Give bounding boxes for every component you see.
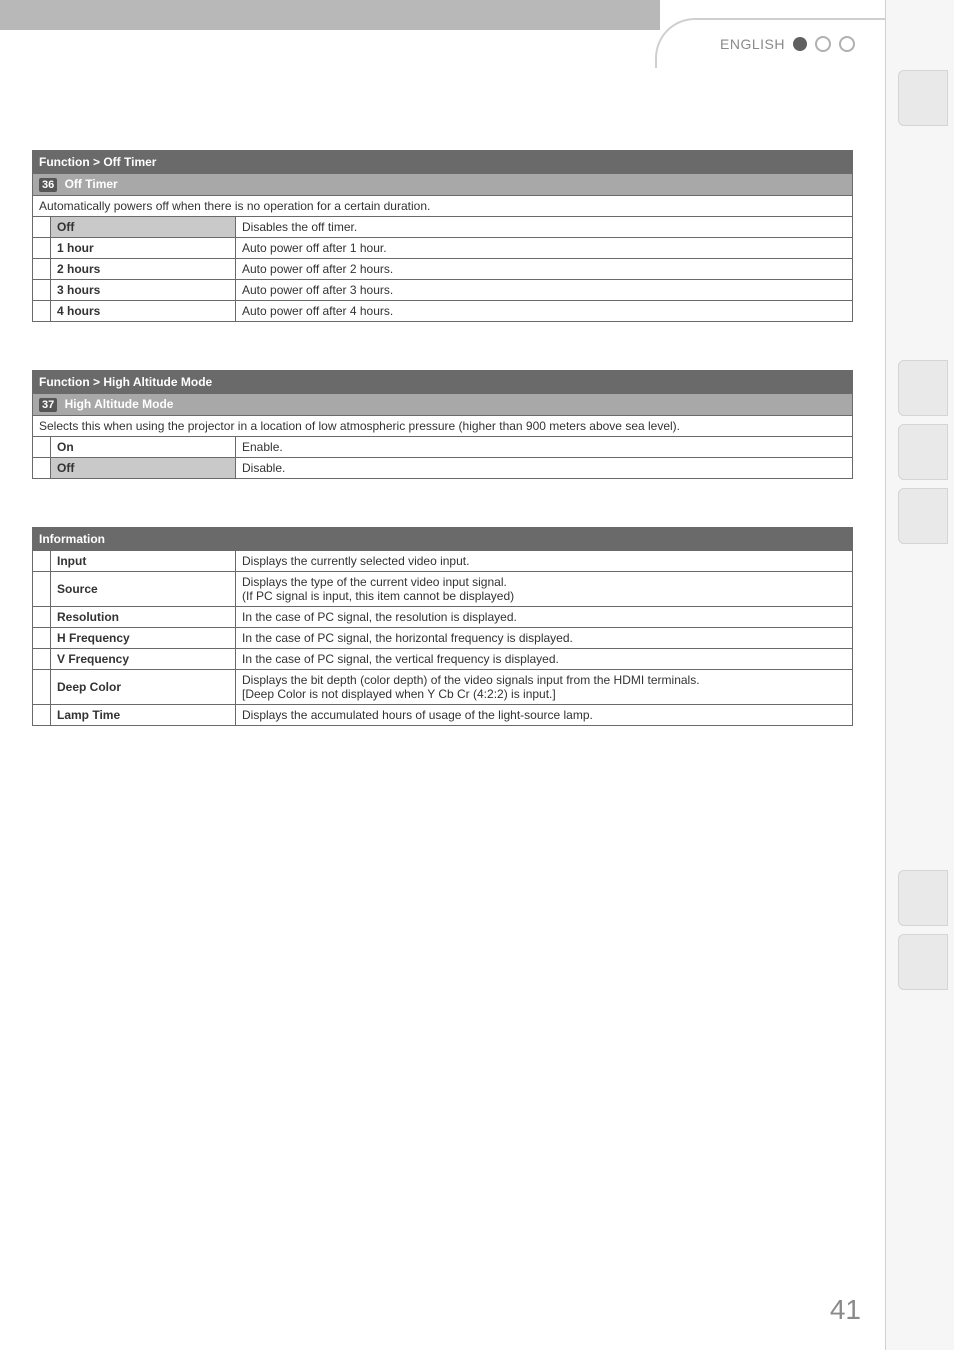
option-value: Displays the bit depth (color depth) of … — [236, 670, 853, 705]
page: ENGLISH Function > Off Timer 36 Off Time… — [0, 0, 885, 1350]
option-value: In the case of PC signal, the vertical f… — [236, 649, 853, 670]
table-row: Lamp TimeDisplays the accumulated hours … — [33, 705, 853, 726]
option-label: Lamp Time — [51, 705, 236, 726]
breadcrumb: Information — [33, 528, 853, 551]
table-row: Deep ColorDisplays the bit depth (color … — [33, 670, 853, 705]
indent-cell — [33, 301, 51, 322]
page-number: 41 — [830, 1294, 861, 1326]
item-title: Off Timer — [65, 177, 118, 191]
table-row: SourceDisplays the type of the current v… — [33, 572, 853, 607]
indent-cell — [33, 572, 51, 607]
dot-icon-empty-2 — [839, 36, 855, 52]
option-label: V Frequency — [51, 649, 236, 670]
table-row: 1 hourAuto power off after 1 hour. — [33, 238, 853, 259]
option-label: Source — [51, 572, 236, 607]
item-title: High Altitude Mode — [65, 397, 174, 411]
option-value: Disable. — [236, 458, 853, 479]
table-row: 2 hoursAuto power off after 2 hours. — [33, 259, 853, 280]
indent-cell — [33, 628, 51, 649]
option-label: Off — [51, 217, 236, 238]
option-value: Auto power off after 2 hours. — [236, 259, 853, 280]
option-label: Resolution — [51, 607, 236, 628]
indent-cell — [33, 437, 51, 458]
item-number: 37 — [39, 398, 57, 412]
indent-cell — [33, 259, 51, 280]
table-row: H FrequencyIn the case of PC signal, the… — [33, 628, 853, 649]
dot-icon-empty-1 — [815, 36, 831, 52]
option-value: Auto power off after 4 hours. — [236, 301, 853, 322]
breadcrumb: Function > Off Timer — [33, 151, 853, 174]
option-label: On — [51, 437, 236, 458]
sub-header: 37 High Altitude Mode — [33, 394, 853, 416]
option-value: In the case of PC signal, the resolution… — [236, 607, 853, 628]
indent-cell — [33, 705, 51, 726]
option-value: Displays the type of the current video i… — [236, 572, 853, 607]
top-bar — [0, 0, 660, 30]
item-description: Selects this when using the projector in… — [33, 416, 853, 437]
table-high-altitude: Function > High Altitude Mode 37 High Al… — [32, 370, 853, 479]
indent-cell — [33, 649, 51, 670]
option-value: Displays the accumulated hours of usage … — [236, 705, 853, 726]
table-row: OffDisables the off timer. — [33, 217, 853, 238]
side-tab[interactable] — [898, 360, 948, 416]
option-label: 2 hours — [51, 259, 236, 280]
table-row: OffDisable. — [33, 458, 853, 479]
table-information: Information InputDisplays the currently … — [32, 527, 853, 726]
item-description: Automatically powers off when there is n… — [33, 196, 853, 217]
option-label: Input — [51, 551, 236, 572]
option-label: Deep Color — [51, 670, 236, 705]
side-tab[interactable] — [898, 424, 948, 480]
indent-cell — [33, 280, 51, 301]
option-label: H Frequency — [51, 628, 236, 649]
table-row: InputDisplays the currently selected vid… — [33, 551, 853, 572]
indent-cell — [33, 607, 51, 628]
sub-header: 36 Off Timer — [33, 174, 853, 196]
item-number: 36 — [39, 178, 57, 192]
indent-cell — [33, 670, 51, 705]
table-row: ResolutionIn the case of PC signal, the … — [33, 607, 853, 628]
table-off-timer: Function > Off Timer 36 Off Timer Automa… — [32, 150, 853, 322]
content: Function > Off Timer 36 Off Timer Automa… — [0, 30, 885, 726]
side-tab[interactable] — [898, 488, 948, 544]
table-row: OnEnable. — [33, 437, 853, 458]
option-value: In the case of PC signal, the horizontal… — [236, 628, 853, 649]
option-value: Enable. — [236, 437, 853, 458]
side-tab[interactable] — [898, 70, 948, 126]
option-value: Displays the currently selected video in… — [236, 551, 853, 572]
indent-cell — [33, 217, 51, 238]
side-tab[interactable] — [898, 934, 948, 990]
option-value: Auto power off after 3 hours. — [236, 280, 853, 301]
breadcrumb: Function > High Altitude Mode — [33, 371, 853, 394]
option-label: 4 hours — [51, 301, 236, 322]
language-label: ENGLISH — [720, 36, 785, 52]
option-label: 3 hours — [51, 280, 236, 301]
section-information: Information InputDisplays the currently … — [32, 527, 853, 726]
indent-cell — [33, 551, 51, 572]
table-row: V FrequencyIn the case of PC signal, the… — [33, 649, 853, 670]
section-high-altitude: Function > High Altitude Mode 37 High Al… — [32, 370, 853, 479]
option-label: 1 hour — [51, 238, 236, 259]
option-value: Disables the off timer. — [236, 217, 853, 238]
indent-cell — [33, 238, 51, 259]
header-right: ENGLISH — [720, 36, 855, 52]
side-tabs — [885, 0, 954, 1350]
table-row: 3 hoursAuto power off after 3 hours. — [33, 280, 853, 301]
dot-icon-filled — [793, 37, 807, 51]
table-row: 4 hoursAuto power off after 4 hours. — [33, 301, 853, 322]
option-label: Off — [51, 458, 236, 479]
side-tab[interactable] — [898, 870, 948, 926]
indent-cell — [33, 458, 51, 479]
section-off-timer: Function > Off Timer 36 Off Timer Automa… — [32, 150, 853, 322]
option-value: Auto power off after 1 hour. — [236, 238, 853, 259]
